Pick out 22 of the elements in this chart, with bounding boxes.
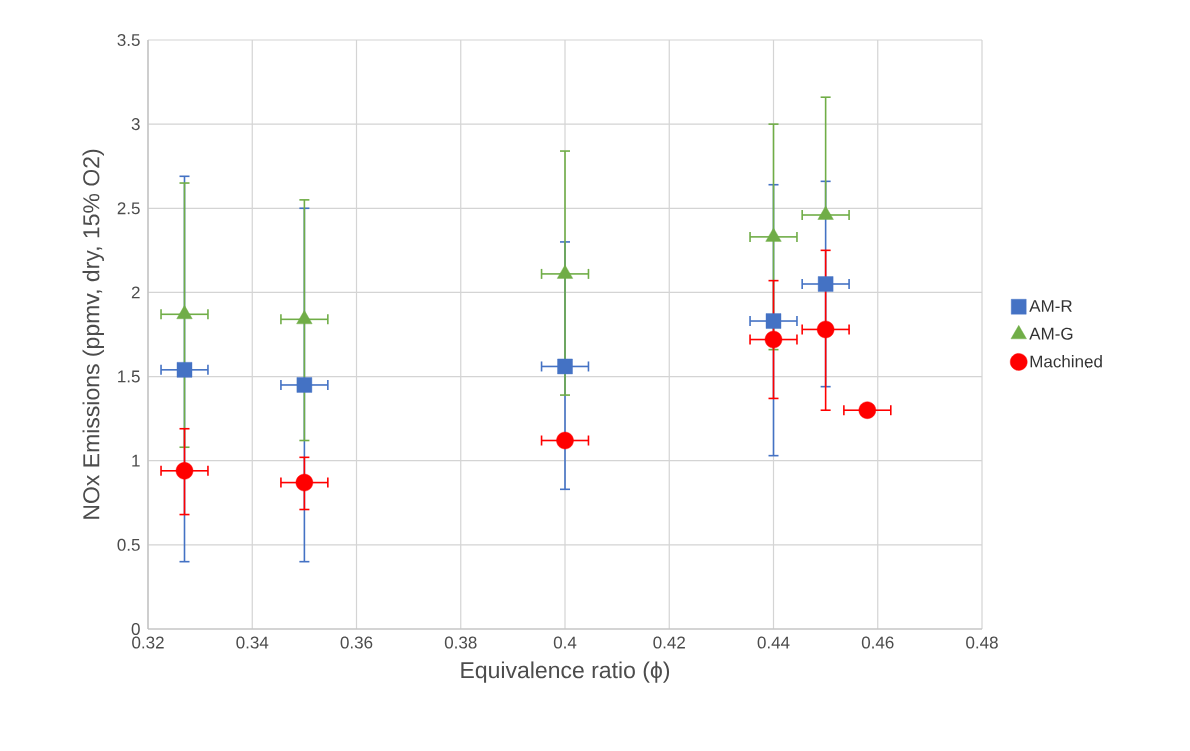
x-tick-label: 0.4 xyxy=(553,636,577,649)
y-tick-label: 2 xyxy=(131,286,140,299)
y-tick-label: 3 xyxy=(131,118,140,131)
x-tick-label: 0.36 xyxy=(340,636,373,649)
x-tick-label: 0.46 xyxy=(861,636,894,649)
x-tick-label: 0.44 xyxy=(757,636,790,649)
legend-label: Machined xyxy=(1030,355,1102,368)
y-tick-label: 1 xyxy=(132,454,140,467)
y-tick-label: 2.5 xyxy=(117,202,140,215)
y-tick-label: 1.5 xyxy=(118,370,140,383)
x-tick-label: 0.38 xyxy=(444,636,477,649)
y-tick-label: 3.5 xyxy=(117,33,140,47)
y-tick-label: 0.5 xyxy=(117,538,140,551)
legend-label: AM-R xyxy=(1029,300,1072,312)
x-tick-label: 0.32 xyxy=(132,636,164,649)
x-tick-label: 0.48 xyxy=(966,636,998,649)
y-axis-title: NOx Emissions (ppmv, dry, 15% O2) xyxy=(82,149,104,519)
x-axis-title: Equivalence ratio (ϕ) xyxy=(461,661,670,683)
y-tick-label: 0 xyxy=(131,622,140,636)
x-tick-label: 0.42 xyxy=(653,636,685,649)
x-tick-label: 0.34 xyxy=(236,636,269,649)
legend-label: AM-G xyxy=(1029,327,1073,340)
